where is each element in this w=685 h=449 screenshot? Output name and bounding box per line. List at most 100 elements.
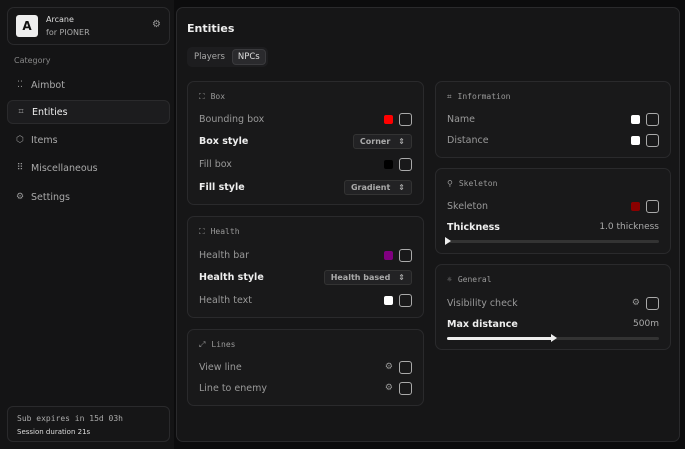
thickness-value: 1.0 thickness xyxy=(599,222,659,232)
bug-icon: ☼ xyxy=(447,275,452,284)
box-icon: ⛶ xyxy=(199,92,205,101)
fill-box-row: Fill box xyxy=(199,156,412,172)
app-logo: A xyxy=(16,15,38,37)
subscription-expiry: Sub expires in 15d 03h xyxy=(17,414,123,423)
box-style-select[interactable]: Corner ⇕ xyxy=(352,133,412,149)
scan-face-icon: ⌗ xyxy=(18,107,24,117)
card-title: Box xyxy=(210,92,226,101)
bounding-box-checkbox[interactable] xyxy=(399,112,412,126)
row-label: Visibility check xyxy=(447,297,518,309)
name-checkbox[interactable] xyxy=(646,112,659,126)
color-swatch[interactable] xyxy=(384,159,393,169)
fill-style-row: Fill style Gradient ⇕ xyxy=(199,179,412,195)
crosshair-icon: ⁚⁚ xyxy=(17,80,23,90)
row-label: Distance xyxy=(447,134,489,146)
health-icon: ⛶ xyxy=(199,227,205,236)
slider-handle[interactable] xyxy=(445,237,451,245)
distance-row: Distance xyxy=(447,132,659,148)
box-icon: ⬡ xyxy=(16,135,24,145)
sidebar-item-miscellaneous[interactable]: ⠿ Miscellaneous xyxy=(7,156,170,180)
chevrons-icon: ⇕ xyxy=(398,182,405,192)
fill-box-checkbox[interactable] xyxy=(399,157,412,171)
line-icon: ⤢ xyxy=(199,340,206,349)
sidebar-item-entities[interactable]: ⌗ Entities xyxy=(7,100,170,124)
box-card: ⛶ Box Bounding box Box style Corner ⇕ Fill … xyxy=(187,81,424,205)
skeleton-checkbox[interactable] xyxy=(646,199,659,213)
sidebar-item-aimbot[interactable]: ⁚⁚ Aimbot xyxy=(7,73,170,97)
tab-npcs[interactable]: NPCs xyxy=(231,49,266,65)
fill-style-select[interactable]: Gradient ⇕ xyxy=(343,179,412,195)
skeleton-row: Skeleton xyxy=(447,198,659,214)
row-label: Bounding box xyxy=(199,113,265,125)
row-label: Box style xyxy=(199,135,249,147)
app-name: Arcane xyxy=(46,15,74,24)
gear-icon[interactable]: ⚙ xyxy=(384,383,393,393)
thickness-slider[interactable] xyxy=(445,237,659,245)
tab-players[interactable]: Players xyxy=(194,52,225,62)
select-value: Gradient xyxy=(350,182,391,192)
tab-bar: Players NPCs xyxy=(187,47,268,67)
card-title: Health xyxy=(210,227,240,236)
row-label: Thickness xyxy=(447,221,500,233)
health-bar-row: Health bar xyxy=(199,247,412,263)
row-label: Max distance xyxy=(447,318,518,330)
view-line-checkbox[interactable] xyxy=(399,360,412,374)
information-card: ⌗ Information Name Distance xyxy=(435,81,671,158)
health-style-select[interactable]: Health based ⇕ xyxy=(323,269,412,285)
sidebar-item-settings[interactable]: ⚙ Settings xyxy=(7,185,170,209)
max-distance-value: 500m xyxy=(633,319,659,329)
gear-icon[interactable]: ⚙ xyxy=(384,362,393,372)
row-label: Health bar xyxy=(199,249,249,261)
gear-icon[interactable]: ⚙ xyxy=(152,19,161,30)
scan-face-icon: ⌗ xyxy=(447,92,452,101)
health-bar-checkbox[interactable] xyxy=(399,248,412,262)
row-label: Health text xyxy=(199,294,252,306)
view-line-row: View line ⚙ xyxy=(199,359,412,375)
row-label: Skeleton xyxy=(447,200,489,212)
slider-handle[interactable] xyxy=(551,334,557,342)
color-swatch[interactable] xyxy=(384,114,393,124)
distance-checkbox[interactable] xyxy=(646,133,659,147)
sidebar: A Arcane for PIONER ⚙ Category ⁚⁚ Aimbot … xyxy=(0,0,174,449)
row-label: Fill style xyxy=(199,181,245,193)
card-title: Information xyxy=(457,92,511,101)
card-title: Lines xyxy=(211,340,236,349)
color-swatch[interactable] xyxy=(384,250,393,260)
card-title: Skeleton xyxy=(458,179,498,188)
row-label: Line to enemy xyxy=(199,382,267,394)
color-swatch[interactable] xyxy=(631,201,640,211)
sidebar-item-label: Settings xyxy=(31,191,70,203)
sidebar-item-label: Aimbot xyxy=(31,79,65,91)
health-text-checkbox[interactable] xyxy=(399,293,412,307)
lines-card: ⤢ Lines View line ⚙ Line to enemy ⚙ xyxy=(187,329,424,406)
max-distance-slider[interactable] xyxy=(447,334,659,342)
grid-icon: ⠿ xyxy=(16,163,24,173)
row-label: View line xyxy=(199,361,242,373)
health-style-row: Health style Health based ⇕ xyxy=(199,269,412,285)
chevrons-icon: ⇕ xyxy=(398,272,405,282)
row-label: Health style xyxy=(199,271,264,283)
page-title: Entities xyxy=(187,22,235,35)
sidebar-item-items[interactable]: ⬡ Items xyxy=(7,128,170,152)
bounding-box-row: Bounding box xyxy=(199,111,412,127)
row-label: Name xyxy=(447,113,476,125)
line-to-enemy-row: Line to enemy ⚙ xyxy=(199,380,412,396)
gear-icon[interactable]: ⚙ xyxy=(631,298,640,308)
line-to-enemy-checkbox[interactable] xyxy=(399,381,412,395)
name-row: Name xyxy=(447,111,659,127)
visibility-check-checkbox[interactable] xyxy=(646,296,659,310)
slider-fill xyxy=(447,334,557,342)
health-card: ⛶ Health Health bar Health style Health ba… xyxy=(187,216,424,318)
color-swatch[interactable] xyxy=(631,135,640,145)
thickness-row: Thickness 1.0 thickness xyxy=(447,219,659,235)
color-swatch[interactable] xyxy=(631,114,640,124)
sidebar-item-label: Entities xyxy=(32,106,68,118)
sidebar-item-label: Miscellaneous xyxy=(31,162,98,174)
select-value: Corner xyxy=(359,136,391,146)
color-swatch[interactable] xyxy=(384,295,393,305)
box-style-row: Box style Corner ⇕ xyxy=(199,133,412,149)
skeleton-card: ⚲ Skeleton Skeleton Thickness 1.0 thicknes… xyxy=(435,168,671,254)
brand-header: A Arcane for PIONER ⚙ xyxy=(7,7,170,45)
main-panel: Entities Players NPCs ⛶ Box Bounding box … xyxy=(176,7,680,442)
row-label: Fill box xyxy=(199,158,232,170)
